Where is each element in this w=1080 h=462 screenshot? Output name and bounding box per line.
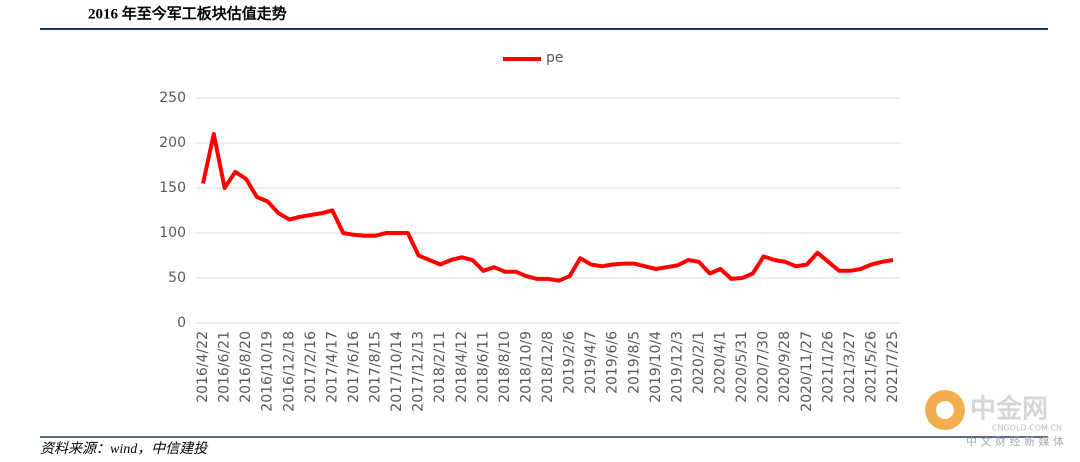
x-tick-label: 2021/1/26 xyxy=(820,331,836,403)
x-tick-label: 2019/6/6 xyxy=(605,331,621,394)
x-tick-label: 2018/12/8 xyxy=(540,331,556,403)
x-tick-label: 2017/4/17 xyxy=(324,331,340,403)
page-title: 2016 年至今军工板块估值走势 xyxy=(88,4,287,22)
source-note: 资料来源：wind，中信建投 xyxy=(40,441,209,457)
x-tick-label: 2020/2/1 xyxy=(691,331,707,394)
y-tick-label: 50 xyxy=(168,270,186,286)
x-tick-label: 2018/2/11 xyxy=(432,331,448,403)
x-tick-label: 2017/6/16 xyxy=(346,331,362,403)
x-tick-label: 2020/11/27 xyxy=(799,331,815,412)
x-tick-label: 2019/8/5 xyxy=(626,331,642,394)
y-tick-label: 0 xyxy=(177,315,186,331)
watermark-url: CNGOLD.COM.CN xyxy=(992,424,1062,433)
x-tick-label: 2016/10/19 xyxy=(260,331,276,412)
x-tick-label: 2019/4/7 xyxy=(583,331,599,394)
watermark-slogan: 中 文 财 经 新 媒 体 xyxy=(966,434,1064,448)
x-tick-label: 2017/2/16 xyxy=(303,331,319,403)
watermark-logo-inner xyxy=(936,401,954,419)
legend-label: pe xyxy=(546,50,564,66)
x-tick-label: 2021/3/27 xyxy=(842,331,858,403)
watermark: 中金网 CNGOLD.COM.CN 中 文 财 经 新 媒 体 xyxy=(925,390,1064,448)
x-tick-label: 2017/8/15 xyxy=(368,331,384,403)
watermark-name: 中金网 xyxy=(970,394,1048,425)
x-tick-label: 2017/10/14 xyxy=(389,331,405,412)
x-tick-label: 2020/4/1 xyxy=(713,331,729,394)
x-tick-label: 2020/7/30 xyxy=(756,331,772,403)
y-tick-label: 200 xyxy=(159,135,186,151)
x-tick-label: 2016/12/18 xyxy=(281,331,297,412)
x-tick-label: 2016/8/20 xyxy=(238,331,254,403)
x-tick-label: 2019/10/4 xyxy=(648,331,664,403)
y-tick-label: 250 xyxy=(159,90,186,106)
x-tick-label: 2019/12/3 xyxy=(669,331,685,403)
x-tick-label: 2016/4/22 xyxy=(195,331,211,403)
x-tick-label: 2020/9/28 xyxy=(777,331,793,403)
x-tick-label: 2018/10/9 xyxy=(518,331,534,403)
x-tick-label: 2020/5/31 xyxy=(734,331,750,403)
x-tick-label: 2021/7/25 xyxy=(885,331,901,403)
y-tick-label: 150 xyxy=(159,180,186,196)
x-tick-label: 2019/2/6 xyxy=(562,331,578,394)
x-tick-label: 2018/6/11 xyxy=(475,331,491,403)
x-tick-label: 2018/4/12 xyxy=(454,331,470,403)
data-line xyxy=(201,132,894,283)
x-tick-label: 2016/6/21 xyxy=(217,331,233,403)
x-tick-label: 2021/5/26 xyxy=(863,331,879,403)
y-tick-label: 100 xyxy=(159,225,186,241)
x-tick-label: 2018/8/10 xyxy=(497,331,513,403)
x-tick-label: 2017/12/13 xyxy=(411,331,427,412)
